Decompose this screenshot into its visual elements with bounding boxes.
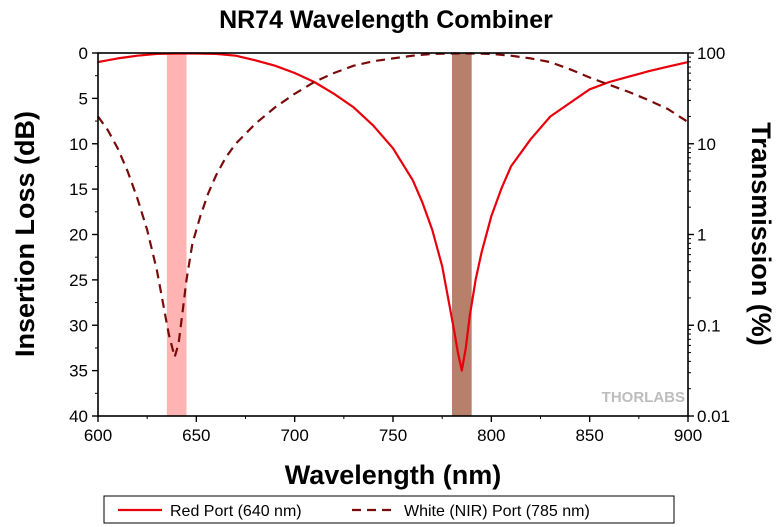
y-tick-label-5: 25 bbox=[69, 271, 88, 290]
y-tick-label-7: 35 bbox=[69, 362, 88, 381]
y2-tick-label-1: 10 bbox=[697, 135, 716, 154]
y-tick-label-4: 20 bbox=[69, 226, 88, 245]
legend-label-0: Red Port (640 nm) bbox=[170, 503, 302, 520]
x-tick-label-4: 800 bbox=[477, 426, 505, 445]
y-tick-label-6: 30 bbox=[69, 316, 88, 335]
y-tick-label-3: 15 bbox=[69, 180, 88, 199]
y2-tick-label-2: 1 bbox=[697, 226, 706, 245]
x-tick-label-6: 900 bbox=[674, 426, 702, 445]
y2-tick-label-0: 100 bbox=[697, 44, 725, 63]
y2-axis-label: Transmission (%) bbox=[746, 122, 776, 346]
y-tick-label-8: 40 bbox=[69, 407, 88, 426]
highlight-bands bbox=[166, 53, 472, 416]
series-line-1 bbox=[97, 52, 689, 359]
x-tick-label-5: 850 bbox=[575, 426, 603, 445]
x-tick-label-0: 600 bbox=[84, 426, 112, 445]
y2-tick-label-3: 0.1 bbox=[697, 316, 721, 335]
chart-title: NR74 Wavelength Combiner bbox=[219, 6, 553, 34]
legend-label-1: White (NIR) Port (785 nm) bbox=[404, 503, 590, 520]
highlight-band-1 bbox=[452, 53, 472, 416]
x-tick-label-2: 700 bbox=[280, 426, 308, 445]
series-lines bbox=[97, 52, 689, 372]
x-tick-label-1: 650 bbox=[182, 426, 210, 445]
axis-ticks: 600 650 700 750 800 850 9000510152025303540100… bbox=[69, 44, 730, 445]
highlight-band-0 bbox=[166, 53, 187, 416]
y2-tick-label-4: 0.01 bbox=[697, 407, 730, 426]
y-axis-label: Insertion Loss (dB) bbox=[10, 111, 40, 357]
x-tick-label-3: 750 bbox=[379, 426, 407, 445]
series-line-0 bbox=[97, 52, 689, 372]
watermark: THORLABS bbox=[602, 389, 685, 406]
legend: Red Port (640 nm) White (NIR) Port (785 n… bbox=[103, 495, 675, 524]
y-tick-label-0: 0 bbox=[79, 44, 88, 63]
x-axis-label: Wavelength (nm) bbox=[285, 460, 502, 490]
y-tick-label-1: 5 bbox=[79, 89, 88, 108]
y-tick-label-2: 10 bbox=[69, 135, 88, 154]
